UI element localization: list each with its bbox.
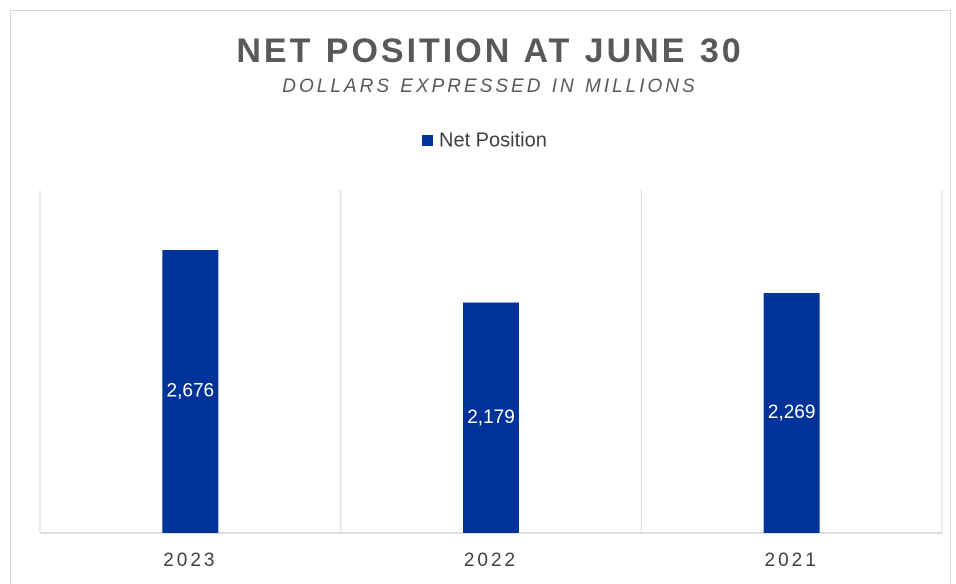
bar xyxy=(162,250,219,533)
x-tick-label: 2021 xyxy=(765,550,819,571)
x-tick-label: 2022 xyxy=(464,550,518,571)
bar xyxy=(763,293,820,533)
chart-subtitle: DOLLARS EXPRESSED IN MILLIONS xyxy=(282,76,697,97)
data-label: 2,676 xyxy=(167,381,215,402)
data-label: 2,179 xyxy=(467,407,515,428)
legend-swatch xyxy=(422,135,433,146)
data-label: 2,269 xyxy=(768,402,816,423)
chart-title: NET POSITION AT JUNE 30 xyxy=(236,32,743,70)
bar xyxy=(463,302,519,533)
x-tick-label: 2023 xyxy=(163,550,217,571)
legend-label: Net Position xyxy=(439,129,547,151)
